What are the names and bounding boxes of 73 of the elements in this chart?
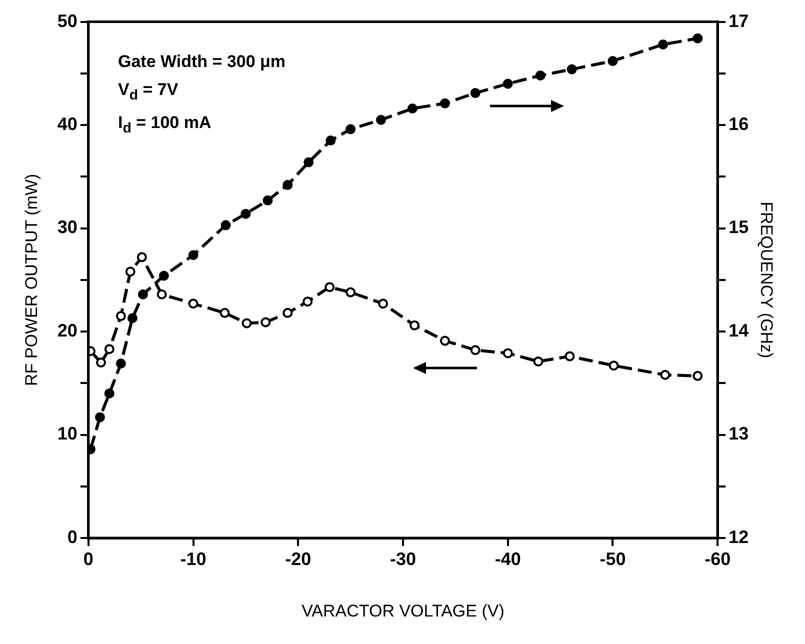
- point: [220, 308, 230, 318]
- point: [502, 78, 513, 89]
- y-tick-label: 40: [57, 114, 78, 134]
- point: [188, 298, 198, 309]
- point: [470, 345, 480, 356]
- point: [282, 180, 293, 190]
- point: [692, 33, 703, 44]
- y-axis-title: RF POWER OUTPUT (mW): [22, 174, 41, 386]
- point: [116, 358, 126, 369]
- annotation: Gate Width = 300 μm: [118, 51, 286, 73]
- point: [156, 289, 167, 300]
- point: [104, 388, 114, 398]
- point: [407, 104, 418, 114]
- point: [260, 317, 271, 328]
- point: [376, 114, 386, 125]
- point: [127, 313, 138, 324]
- x-tick-label: 0: [83, 548, 94, 569]
- x-tick-label: -30: [390, 548, 416, 569]
- point: [692, 370, 703, 381]
- point: [220, 220, 231, 230]
- point: [346, 287, 356, 298]
- point: [410, 320, 420, 330]
- point: [96, 357, 106, 368]
- point: [282, 308, 293, 318]
- point: [608, 56, 618, 66]
- y2-tick-label: 14: [728, 320, 749, 340]
- point: [346, 124, 356, 134]
- annotation: I$_{d}$ = 100 mA: [118, 112, 212, 139]
- point: [262, 195, 273, 206]
- point: [440, 336, 450, 346]
- point: [564, 351, 575, 362]
- point: [158, 270, 169, 281]
- y2-tick-label: 12: [728, 526, 749, 547]
- point: [566, 64, 577, 74]
- point: [470, 88, 480, 98]
- point: [324, 282, 335, 292]
- point: [533, 356, 544, 366]
- point: [502, 348, 513, 358]
- point: [136, 252, 147, 262]
- annotation: V$_{d}$ = 7V: [118, 79, 180, 106]
- x-tick-label: -10: [180, 548, 206, 569]
- y-tick-label: 30: [57, 217, 78, 238]
- point: [658, 40, 668, 50]
- y2-tick-label: 15: [728, 217, 749, 238]
- y-tick-label: 50: [57, 10, 78, 31]
- point: [188, 250, 198, 260]
- y2-tick-label: 16: [728, 114, 749, 134]
- point: [326, 136, 336, 146]
- point: [660, 370, 670, 380]
- point: [125, 266, 136, 277]
- y2-tick-label: 17: [728, 10, 749, 31]
- point: [304, 157, 314, 168]
- point: [440, 98, 450, 108]
- point: [94, 412, 105, 422]
- y-tick-label: 0: [67, 526, 78, 547]
- y2-tick-label: 13: [728, 424, 749, 444]
- point: [240, 208, 251, 219]
- point: [302, 296, 313, 307]
- x-axis-title: VARACTOR VOLTAGE (V): [302, 601, 504, 620]
- point: [242, 318, 252, 328]
- y2-axis-title: FREQUENCY (GHz): [757, 202, 776, 358]
- point: [608, 360, 619, 371]
- y-tick-label: 10: [57, 424, 78, 444]
- y-tick-label: 20: [57, 320, 78, 340]
- point: [116, 311, 126, 322]
- x-tick-label: -40: [494, 548, 521, 569]
- point: [378, 298, 388, 309]
- point: [104, 344, 114, 354]
- x-tick-label: -20: [285, 548, 312, 569]
- x-tick-label: -60: [704, 548, 731, 569]
- point: [138, 289, 148, 300]
- x-tick-label: -50: [600, 548, 626, 569]
- point: [535, 70, 546, 80]
